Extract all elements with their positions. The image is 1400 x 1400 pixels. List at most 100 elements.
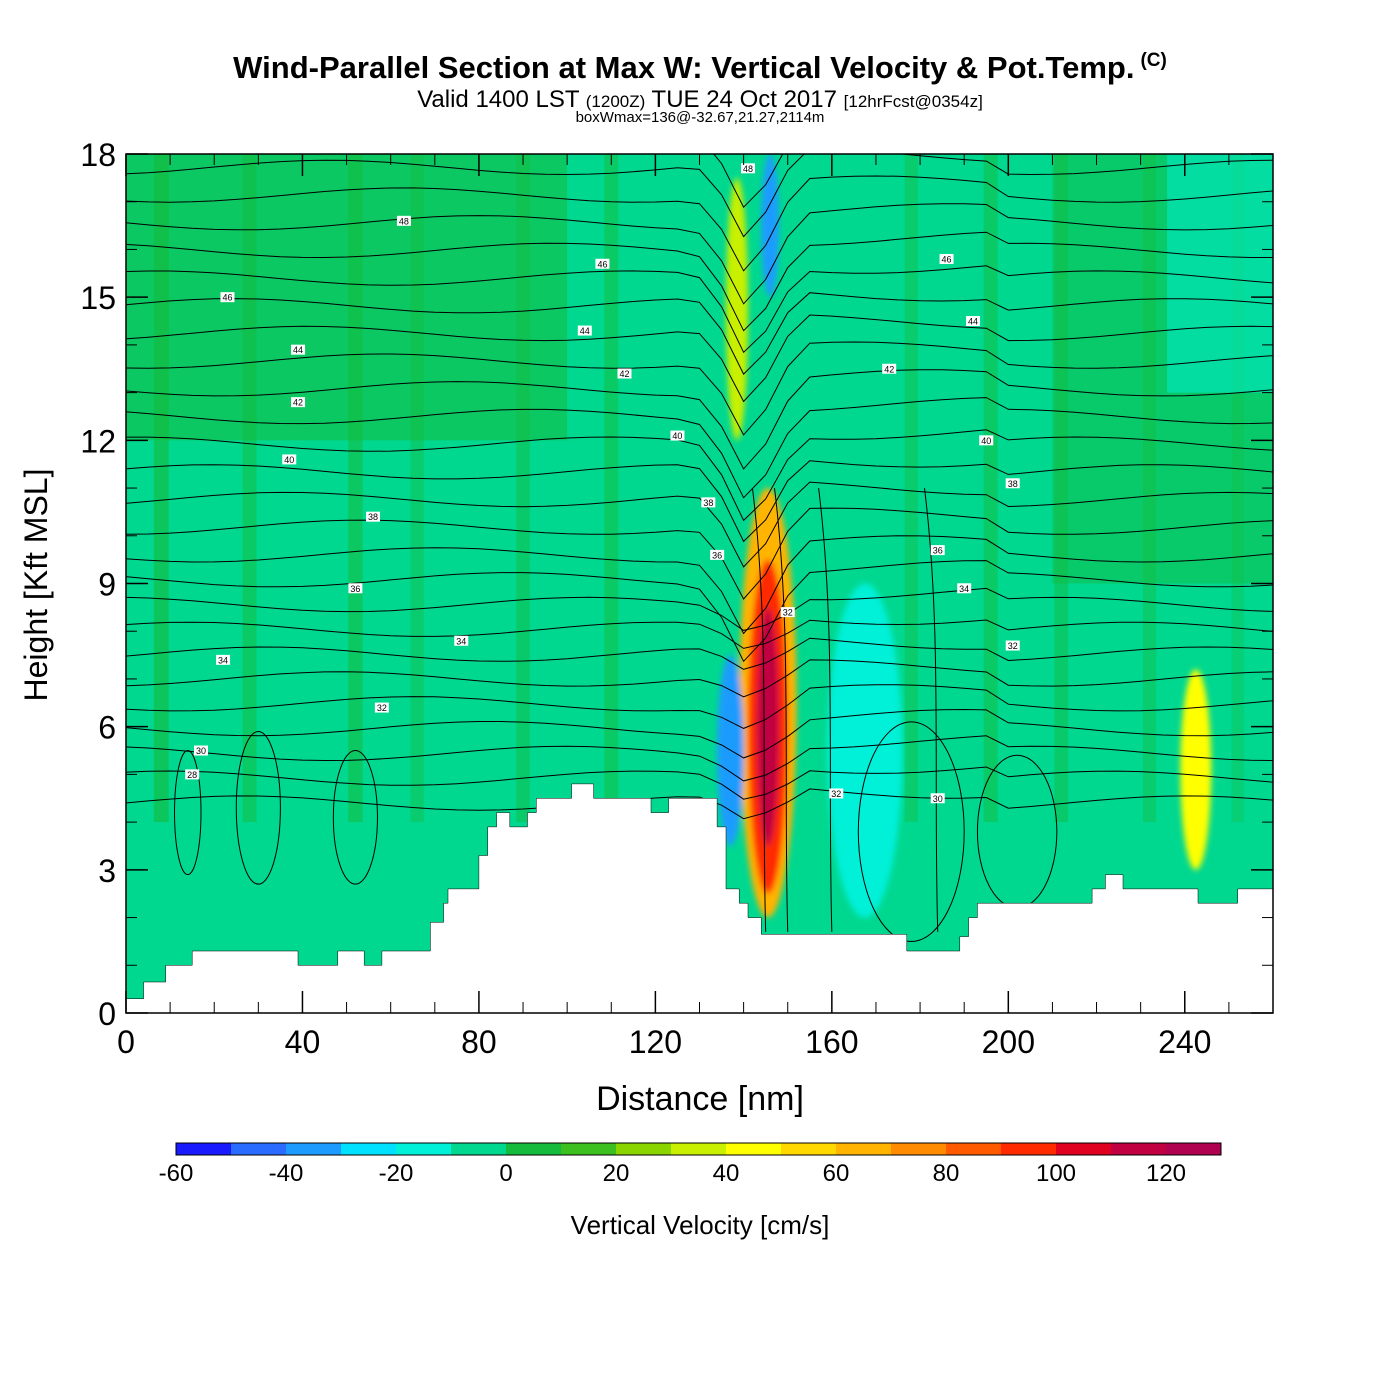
- svg-text:36: 36: [350, 584, 360, 594]
- colorbar-swatch: [396, 1143, 452, 1155]
- x-axis-label: Distance [nm]: [596, 1080, 804, 1118]
- updraft-streak: [904, 154, 918, 823]
- contour-label: 34: [216, 654, 231, 665]
- isentrope-loop: [332, 750, 378, 885]
- svg-text:42: 42: [293, 398, 303, 408]
- svg-text:46: 46: [942, 254, 952, 264]
- isentrope-line: [126, 203, 1273, 305]
- contour-label: 48: [396, 215, 411, 226]
- isentrope-line: [126, 292, 1273, 375]
- x-tick-label: 0: [117, 1024, 135, 1060]
- colorbar-tick-label: 120: [1145, 1160, 1187, 1187]
- colorbar-tick-label: 40: [712, 1160, 740, 1187]
- contour-label: 44: [291, 344, 306, 355]
- svg-text:44: 44: [580, 326, 590, 336]
- isentrope-line: [126, 460, 1273, 543]
- x-tick-label: 200: [982, 1024, 1035, 1060]
- svg-text:48: 48: [399, 216, 409, 226]
- updraft-streak: [983, 154, 998, 823]
- isentrope-loop: [857, 721, 965, 942]
- y-tick-label: 3: [98, 853, 116, 889]
- isentrope-line: [126, 429, 1273, 522]
- box-info: boxWmax=136@-32.67,21.27,2114m: [575, 109, 825, 126]
- isentrope-line: [126, 314, 1273, 403]
- isentrope-line: [126, 708, 1273, 759]
- contour-label: 28: [185, 769, 200, 780]
- colorbar-tick-label: 60: [822, 1160, 850, 1187]
- colorbar-tick-label: -40: [268, 1160, 304, 1187]
- contour-label: 42: [617, 368, 632, 379]
- colorbar-swatch: [231, 1143, 287, 1155]
- colorbar-tick-label: 80: [932, 1160, 960, 1187]
- y-tick-label: 15: [80, 280, 116, 316]
- contour-label: 36: [348, 583, 363, 594]
- colorbar-swatch: [451, 1143, 507, 1155]
- copyright-mark: (C): [1140, 50, 1167, 71]
- colorbar-swatch: [506, 1143, 562, 1155]
- colorbar-swatch: [1056, 1143, 1112, 1155]
- svg-text:34: 34: [456, 636, 466, 646]
- svg-text:38: 38: [703, 498, 713, 508]
- colorbar-swatch: [341, 1143, 397, 1155]
- contour-label: 32: [780, 607, 795, 618]
- y-tick-label: 6: [98, 710, 116, 746]
- colorbar-swatch: [176, 1143, 232, 1155]
- colorbar-tick-label: -60: [158, 1160, 194, 1187]
- updraft-streak: [1054, 154, 1069, 823]
- svg-text:42: 42: [884, 364, 894, 374]
- contour-label: 48: [741, 163, 756, 174]
- isentrope-line: [126, 341, 1273, 436]
- svg-text:40: 40: [981, 436, 991, 446]
- svg-text:46: 46: [597, 259, 607, 269]
- isentrope-line: [126, 481, 1273, 568]
- isentrope-line: [126, 766, 1273, 800]
- svg-text:32: 32: [783, 608, 793, 618]
- isentrope-line: [126, 231, 1273, 332]
- contour-label: 32: [829, 788, 844, 799]
- contour-label: 30: [193, 745, 208, 756]
- isentrope-line: [126, 535, 1273, 635]
- isentrope-line: [923, 487, 939, 932]
- isentrope-line: [126, 619, 1273, 649]
- contour-label: 32: [374, 702, 389, 713]
- contour-label: 40: [979, 435, 994, 446]
- isentrope-line: [126, 684, 1273, 729]
- isentrope-line: [126, 154, 1273, 238]
- colorbar-swatch: [836, 1143, 892, 1155]
- isentrope-line: [126, 397, 1273, 499]
- svg-text:30: 30: [933, 794, 943, 804]
- contour-label: 40: [282, 454, 297, 465]
- svg-text:32: 32: [377, 703, 387, 713]
- colorbar-swatch: [1111, 1143, 1167, 1155]
- isentrope-line: [126, 265, 1273, 354]
- vertical-velocity-cell: [756, 607, 779, 846]
- chart-title: Wind-Parallel Section at Max W: Vertical…: [233, 50, 1167, 85]
- svg-text:32: 32: [1008, 641, 1018, 651]
- x-tick-label: 80: [461, 1024, 497, 1060]
- x-tick-label: 240: [1158, 1024, 1211, 1060]
- colorbar-swatch: [616, 1143, 672, 1155]
- isentrope-line: [126, 587, 1273, 631]
- contour-label: 36: [710, 549, 725, 560]
- x-tick-label: 120: [629, 1024, 682, 1060]
- contour-label: 38: [701, 497, 716, 508]
- isentrope-line: [818, 487, 833, 932]
- y-tick-label: 12: [80, 423, 116, 459]
- isentrope-line: [126, 735, 1273, 782]
- isentrope-loop: [174, 750, 202, 876]
- svg-text:36: 36: [712, 550, 722, 560]
- colorbar-swatch: [781, 1143, 837, 1155]
- svg-text:32: 32: [831, 789, 841, 799]
- colorbar-swatch: [286, 1143, 342, 1155]
- y-tick-label: 18: [80, 137, 116, 173]
- chart-subtitle: Valid 1400 LST (1200Z) TUE 24 Oct 2017 […: [417, 86, 983, 113]
- x-tick-label: 160: [805, 1024, 858, 1060]
- contour-label: 46: [595, 258, 610, 269]
- contour-label: 32: [1005, 640, 1020, 651]
- svg-text:34: 34: [959, 584, 969, 594]
- contour-label: 44: [966, 316, 981, 327]
- upper-updraft-region: [126, 154, 568, 441]
- colorbar-swatch: [891, 1143, 947, 1155]
- svg-text:36: 36: [933, 546, 943, 556]
